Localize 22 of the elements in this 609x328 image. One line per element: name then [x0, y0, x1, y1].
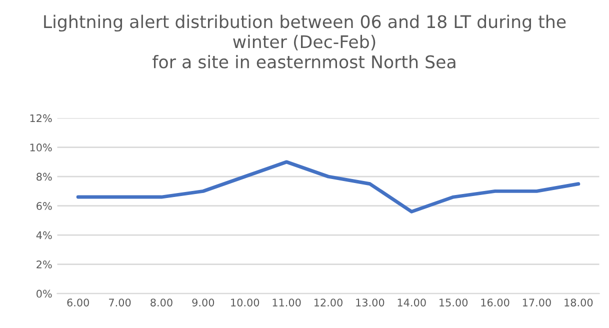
y-tick-label: 0%: [36, 290, 52, 298]
x-tick-label: 8.00: [150, 298, 172, 306]
x-tick-label: 18.00: [564, 298, 593, 306]
x-tick-label: 16.00: [481, 298, 510, 306]
x-tick-label: 14.00: [398, 298, 426, 306]
x-tick-label: 10.00: [231, 298, 260, 306]
y-tick-label: 6%: [36, 202, 52, 210]
y-tick-label: 8%: [36, 172, 52, 181]
y-tick-label: 12%: [30, 114, 52, 122]
x-tick-label: 17.00: [522, 298, 551, 306]
x-tick-label: 15.00: [440, 298, 468, 306]
chart-title: Lightning alert distribution between 06 and 18 LT during the winter (Dec-Feb) for a site in easternmost North Sea: [44, 14, 566, 68]
x-tick-label: 9.00: [192, 298, 214, 306]
y-tick-label: 10%: [30, 144, 52, 152]
y-tick-label: 4%: [36, 231, 52, 240]
x-tick-label: 7.00: [109, 298, 131, 306]
x-tick-label: 11.00: [272, 298, 301, 306]
line-series: [76, 160, 580, 214]
x-tick-label: 12.00: [314, 298, 342, 306]
x-tick-label: 6.00: [67, 298, 89, 306]
x-tick-label: 13.00: [356, 298, 384, 306]
y-tick-label: 2%: [36, 260, 52, 268]
